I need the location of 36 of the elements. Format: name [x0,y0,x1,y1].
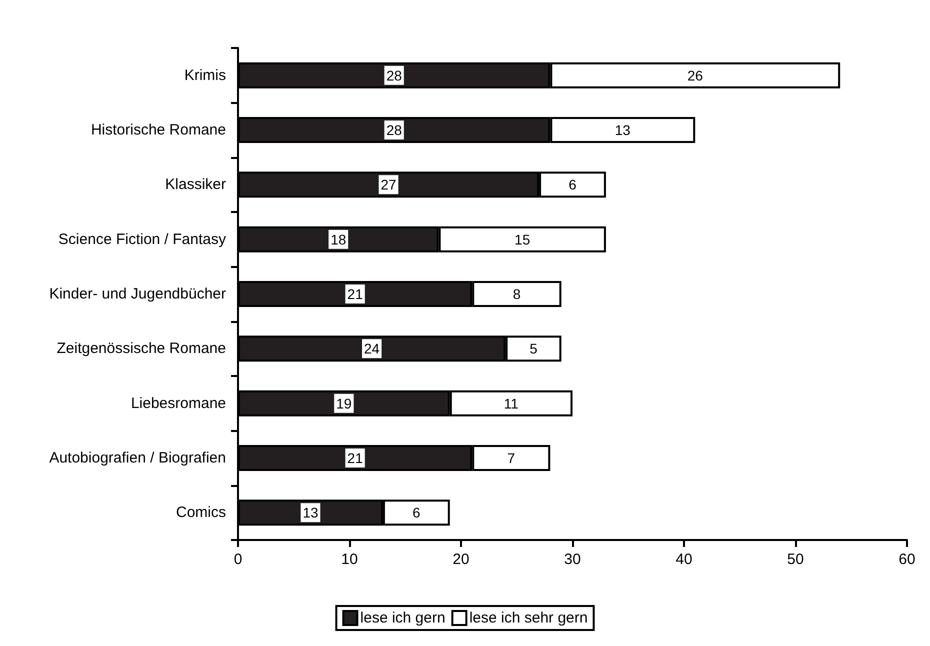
data-label: 27 [380,176,397,193]
x-tick-label: 60 [898,551,916,568]
data-label: 26 [687,67,704,84]
data-label: 5 [530,340,538,357]
data-label: 13 [302,504,318,521]
y-tick-label: Zeitgenössische Romane [56,340,226,358]
y-tick-label: Klassiker [165,176,226,194]
y-tick-label: Autobiografien / Biografien [49,450,226,466]
y-tick-label: Liebesromane [130,394,226,412]
y-tick-label: Science Fiction / Fantasy [58,230,226,248]
x-tick-label: 10 [341,551,358,568]
data-label: 19 [336,395,352,412]
legend-label: lese ich gern [360,610,446,626]
x-tick-label: 50 [787,551,804,568]
data-label: 15 [514,231,530,248]
data-label: 24 [364,340,380,357]
data-label: 13 [614,122,631,138]
data-label: 6 [412,504,420,521]
x-tick-label: 0 [234,551,242,568]
data-label: 7 [507,450,516,466]
data-label: 8 [512,286,521,302]
x-tick-label: 40 [676,551,692,568]
data-label: 28 [386,67,402,84]
x-tick-label: 20 [452,551,470,568]
y-tick-label: Kinder- und Jugendbücher [49,286,226,302]
y-tick-label: Comics [176,504,226,522]
data-label: 28 [386,122,402,138]
x-tick-label: 30 [564,551,581,568]
legend-label: lese ich sehr gern [469,610,588,626]
data-label: 21 [347,286,364,302]
data-label: 11 [504,395,519,412]
y-tick-label: Krimis [184,66,226,84]
data-label: 18 [330,231,346,248]
data-label: 6 [568,176,577,193]
y-tick-label: Historische Romane [90,122,226,138]
data-label: 21 [347,450,364,466]
